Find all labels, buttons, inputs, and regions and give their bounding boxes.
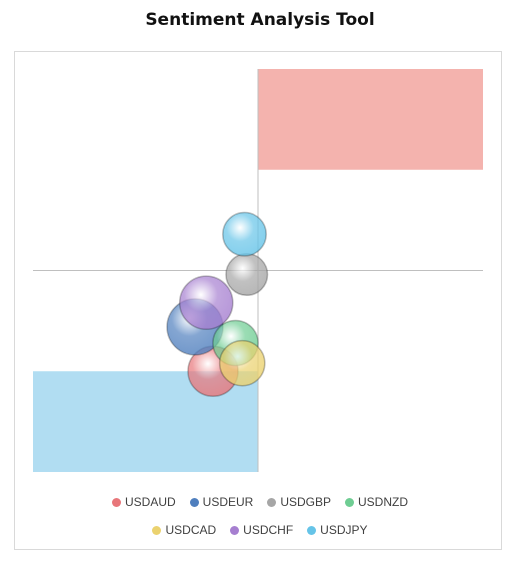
legend-label: USDJPY [320,523,368,537]
legend-item-usdcad[interactable]: USDCAD [152,523,216,537]
legend-swatch [189,497,199,507]
legend-item-usdjpy[interactable]: USDJPY [307,523,368,537]
legend-swatch [267,497,277,507]
legend-item-usdaud[interactable]: USDAUD [111,495,176,509]
bubble-usdchf[interactable] [178,275,234,331]
legend-item-usdgbp[interactable]: USDGBP [267,495,331,509]
legend-label: USDCHF [243,523,294,537]
legend-swatch [230,525,240,535]
legend-label: USDNZD [358,495,409,509]
legend-swatch [345,497,355,507]
legend-swatch [152,525,162,535]
chart-frame [14,51,502,550]
legend-item-usdchf[interactable]: USDCHF [230,523,293,537]
zones-layer [33,69,483,472]
bubble-usdgbp[interactable] [225,253,269,297]
chart-title: Sentiment Analysis Tool [145,10,375,30]
bubble-usdcad[interactable] [218,339,266,387]
legend-swatch [111,497,121,507]
legend-row-1: USDAUD USDEUR USDGBP USDNZD [0,495,520,509]
legend-label: USDGBP [280,495,332,509]
legend-label: USDEUR [202,495,254,509]
legend-item-usdeur[interactable]: USDEUR [189,495,254,509]
legend-label: USDAUD [124,495,176,509]
legend-swatch [307,525,317,535]
legend-label: USDCAD [165,523,217,537]
bubble-usdjpy[interactable] [222,211,267,257]
zone-1 [258,69,483,170]
legend-item-usdnzd[interactable]: USDNZD [345,495,408,509]
bubbles-layer [166,211,269,398]
legend-row-2: USDCAD USDCHF USDJPY [0,523,520,537]
